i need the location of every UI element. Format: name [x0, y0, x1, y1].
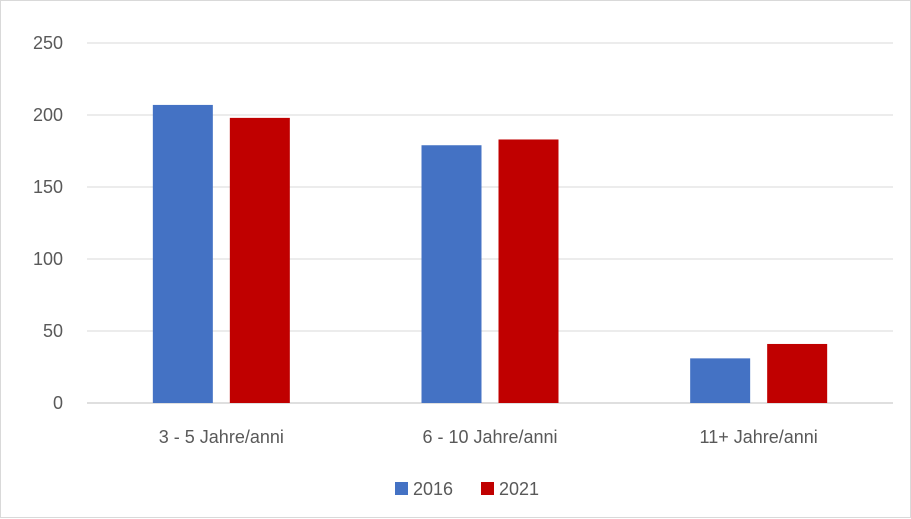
bar-2016-1: [421, 145, 482, 404]
legend-swatch-2016: [395, 482, 408, 495]
x-category-label: 11+ Jahre/anni: [700, 427, 818, 447]
gridlines: [87, 42, 893, 404]
legend-label-2021: 2021: [499, 479, 539, 499]
y-tick-label: 50: [43, 321, 63, 341]
bar-2016-0: [152, 104, 213, 404]
bar-2021-2: [767, 343, 828, 403]
y-tick-label: 200: [33, 105, 63, 125]
x-axis-categories: 3 - 5 Jahre/anni 6 - 10 Jahre/anni 11+ J…: [159, 427, 818, 447]
y-tick-label: 100: [33, 249, 63, 269]
bar-2021-1: [498, 139, 559, 404]
legend-label-2016: 2016: [413, 479, 453, 499]
y-axis-ticks: 0 50 100 150 200 250: [33, 33, 63, 413]
y-tick-label: 250: [33, 33, 63, 53]
y-tick-label: 150: [33, 177, 63, 197]
y-tick-label: 0: [53, 393, 63, 413]
legend-swatch-2021: [481, 482, 494, 495]
legend: 2016 2021: [395, 479, 539, 499]
bar-2016-2: [690, 358, 751, 403]
bars: [152, 104, 828, 404]
x-category-label: 3 - 5 Jahre/anni: [159, 427, 284, 447]
bar-2021-0: [229, 117, 290, 403]
x-category-label: 6 - 10 Jahre/anni: [422, 427, 557, 447]
